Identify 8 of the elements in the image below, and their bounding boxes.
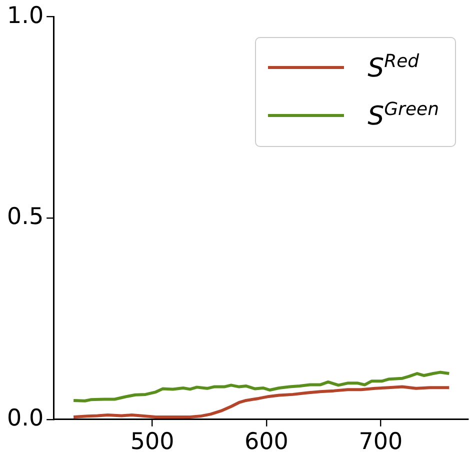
y-tick-label: 0.0 [7, 405, 44, 432]
x-tick-label: 600 [244, 429, 288, 456]
legend-label: S$^{Green}$ [368, 99, 439, 132]
x-tick-label: 700 [358, 429, 403, 456]
y-tick-label: 0.5 [7, 204, 44, 230]
x-tick-label: 500 [130, 429, 174, 456]
legend-label: S$^{Red}$ [368, 51, 420, 84]
y-tick-label: 1.0 [7, 2, 44, 29]
